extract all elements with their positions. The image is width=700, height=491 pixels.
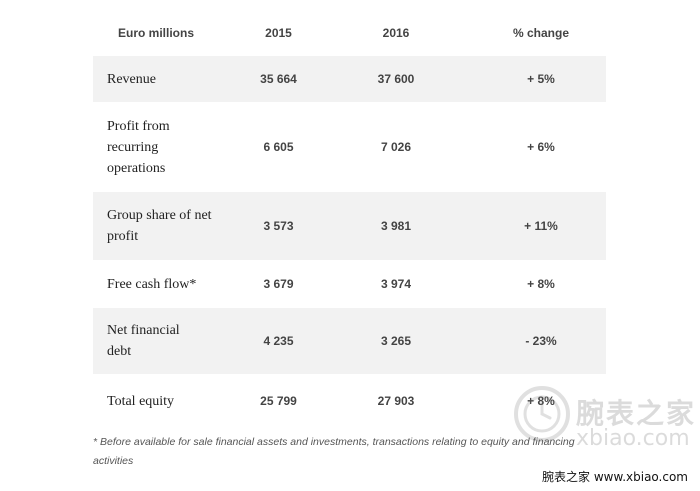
- value-2016: 27 903: [377, 394, 415, 408]
- value-change: + 5%: [527, 72, 555, 86]
- table-row: Net financial debt 4 235 3 265 - 23%: [93, 308, 606, 374]
- table-header-row: Euro millions 2015 2016 % change: [93, 10, 606, 56]
- footnote: * Before available for sale financial as…: [93, 436, 575, 467]
- table-row: Profit from recurring operations 6 605 7…: [93, 102, 606, 192]
- value-2015: 3 679: [263, 277, 294, 291]
- value-change: + 8%: [527, 277, 555, 291]
- row-label: Group share of net profit: [107, 208, 212, 244]
- value-2016: 3 974: [380, 277, 412, 291]
- header-percent-change: % change: [512, 26, 569, 40]
- value-2015: 3 573: [263, 219, 294, 233]
- header-2015: 2015: [265, 26, 292, 40]
- row-label: Revenue: [107, 71, 156, 87]
- financial-table: Euro millions 2015 2016 % change Revenue…: [93, 10, 606, 428]
- row-label: Profit from recurring operations: [107, 118, 170, 176]
- table-row: Free cash flow* 3 679 3 974 + 8%: [93, 260, 606, 308]
- value-2015: 35 664: [260, 72, 297, 86]
- header-2016: 2016: [382, 26, 410, 40]
- table-row: Total equity 25 799 27 903 + 8%: [93, 374, 606, 428]
- value-2015: 6 605: [263, 140, 294, 154]
- row-label: Net financial debt: [107, 323, 180, 359]
- row-label: Free cash flow*: [107, 276, 197, 292]
- table-row: Revenue 35 664 37 600 + 5%: [93, 56, 606, 102]
- value-change: + 8%: [527, 394, 555, 408]
- table-row: Group share of net profit 3 573 3 981 + …: [93, 192, 606, 260]
- value-change: + 6%: [527, 140, 555, 154]
- value-2016: 37 600: [377, 72, 415, 86]
- header-euro-millions: Euro millions: [118, 26, 195, 40]
- value-2015: 4 235: [263, 334, 294, 348]
- watermark-brand: 腕表之家: [576, 397, 697, 430]
- value-2016: 3 265: [380, 334, 412, 348]
- value-2015: 25 799: [260, 394, 297, 408]
- watermark-url: xbiao.com: [576, 426, 690, 451]
- watermark-credit: 腕表之家 www.xbiao.com: [542, 470, 688, 484]
- value-2016: 3 981: [380, 219, 412, 233]
- value-change: - 23%: [525, 334, 557, 348]
- row-label: Total equity: [107, 393, 175, 409]
- watch-logo-icon: [514, 386, 570, 442]
- value-2016: 7 026: [380, 140, 412, 154]
- value-change: + 11%: [524, 219, 558, 233]
